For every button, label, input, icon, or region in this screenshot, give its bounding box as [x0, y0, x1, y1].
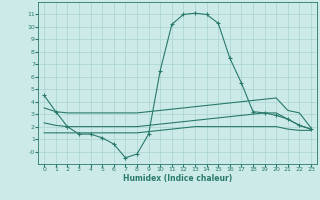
- X-axis label: Humidex (Indice chaleur): Humidex (Indice chaleur): [123, 174, 232, 183]
